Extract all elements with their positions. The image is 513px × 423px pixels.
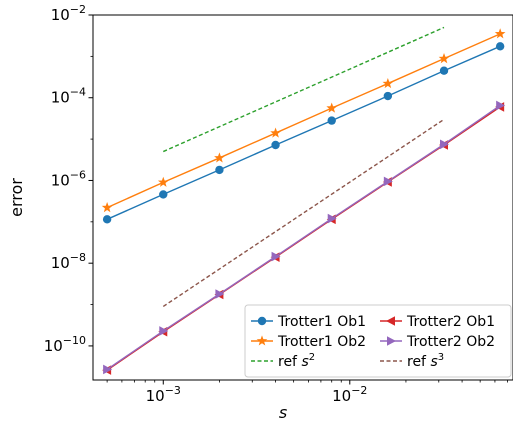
legend-swatch-marker (386, 316, 395, 326)
data-point-trotter1-ob1-5 (383, 91, 393, 101)
legend-entry-trotter1-ob2: Trotter1 Ob2 (251, 334, 366, 350)
x-tick-label: 10−2 (332, 384, 367, 405)
data-point-trotter1-ob2-2 (214, 152, 225, 163)
y-tick-label: 10−8 (51, 251, 86, 272)
data-point-trotter2-ob2-3 (271, 251, 281, 262)
data-point-trotter2-ob2-6 (440, 139, 450, 150)
data-point-trotter1-ob2-3 (270, 127, 281, 138)
y-tick-label: 10−4 (51, 86, 86, 107)
legend: Trotter1 Ob1 Trotter1 Ob2 ref s2 Trotter2 O… (244, 304, 512, 378)
legend-box (244, 304, 512, 378)
series-line-trotter2-ob2 (106, 104, 501, 371)
legend-label: Trotter1 Ob2 (277, 334, 366, 350)
legend-swatch-marker (256, 335, 268, 346)
plot-frame (92, 14, 513, 381)
data-point-trotter1-ob2-0 (101, 202, 113, 213)
legend-entry-trotter1-ob1: Trotter1 Ob1 (251, 314, 366, 330)
legend-label: ref s3 (407, 352, 444, 370)
data-point-trotter2-ob2-2 (215, 289, 225, 299)
legend-label: Trotter1 Ob1 (277, 314, 366, 330)
data-point-trotter2-ob2-7 (496, 100, 506, 111)
data-point-trotter1-ob1-0 (102, 215, 112, 224)
legend-entry-trotter2-ob1: Trotter2 Ob1 (380, 314, 495, 330)
legend-entry-trotter2-ob2: Trotter2 Ob2 (380, 334, 495, 350)
data-point-trotter1-ob1-4 (327, 116, 336, 125)
data-point-trotter1-ob2-5 (382, 77, 394, 89)
y-tick-label: 10−10 (44, 334, 86, 355)
legend-label: Trotter2 Ob2 (406, 334, 495, 350)
series-line-trotter1-ob2 (106, 33, 501, 209)
y-tick-label: 10−2 (51, 3, 86, 24)
data-point-trotter1-ob1-2 (215, 165, 224, 175)
data-point-trotter1-ob1-3 (271, 140, 280, 150)
y-tick-label: 10−6 (51, 168, 86, 189)
data-point-trotter1-ob2-1 (157, 176, 169, 187)
series-line-trotter1-ob1 (106, 45, 501, 220)
series-line-ref-s (162, 118, 445, 308)
data-point-trotter1-ob1-6 (439, 66, 449, 75)
series-line-ref-s (162, 26, 445, 153)
data-point-trotter2-ob2-5 (383, 176, 393, 187)
data-point-trotter2-ob2-1 (159, 326, 169, 336)
legend-label: Trotter2 Ob1 (406, 314, 495, 330)
data-point-trotter1-ob2-4 (326, 102, 338, 113)
legend-label: ref s2 (278, 352, 315, 370)
legend-swatch-marker (387, 336, 396, 346)
data-point-trotter1-ob2-6 (438, 53, 450, 64)
data-point-trotter1-ob2-7 (494, 28, 506, 39)
data-point-trotter2-ob2-4 (327, 213, 337, 224)
legend-entry-ref-s: ref s2 (251, 352, 315, 370)
data-point-trotter1-ob1-1 (159, 190, 168, 199)
data-point-trotter1-ob1-7 (495, 42, 505, 51)
axes: 10−3 10−2 10−10 10−8 10−6 10−4 10−2 s error (7, 3, 513, 422)
series-group (101, 26, 506, 375)
data-point-trotter2-ob2-0 (103, 364, 113, 375)
x-axis-label: s (279, 403, 287, 422)
x-tick-label: 10−3 (146, 384, 181, 405)
legend-entry-ref-s: ref s3 (380, 352, 444, 370)
plot-area (101, 26, 506, 375)
y-axis-label: error (7, 178, 26, 217)
legend-swatch-marker (257, 316, 267, 326)
